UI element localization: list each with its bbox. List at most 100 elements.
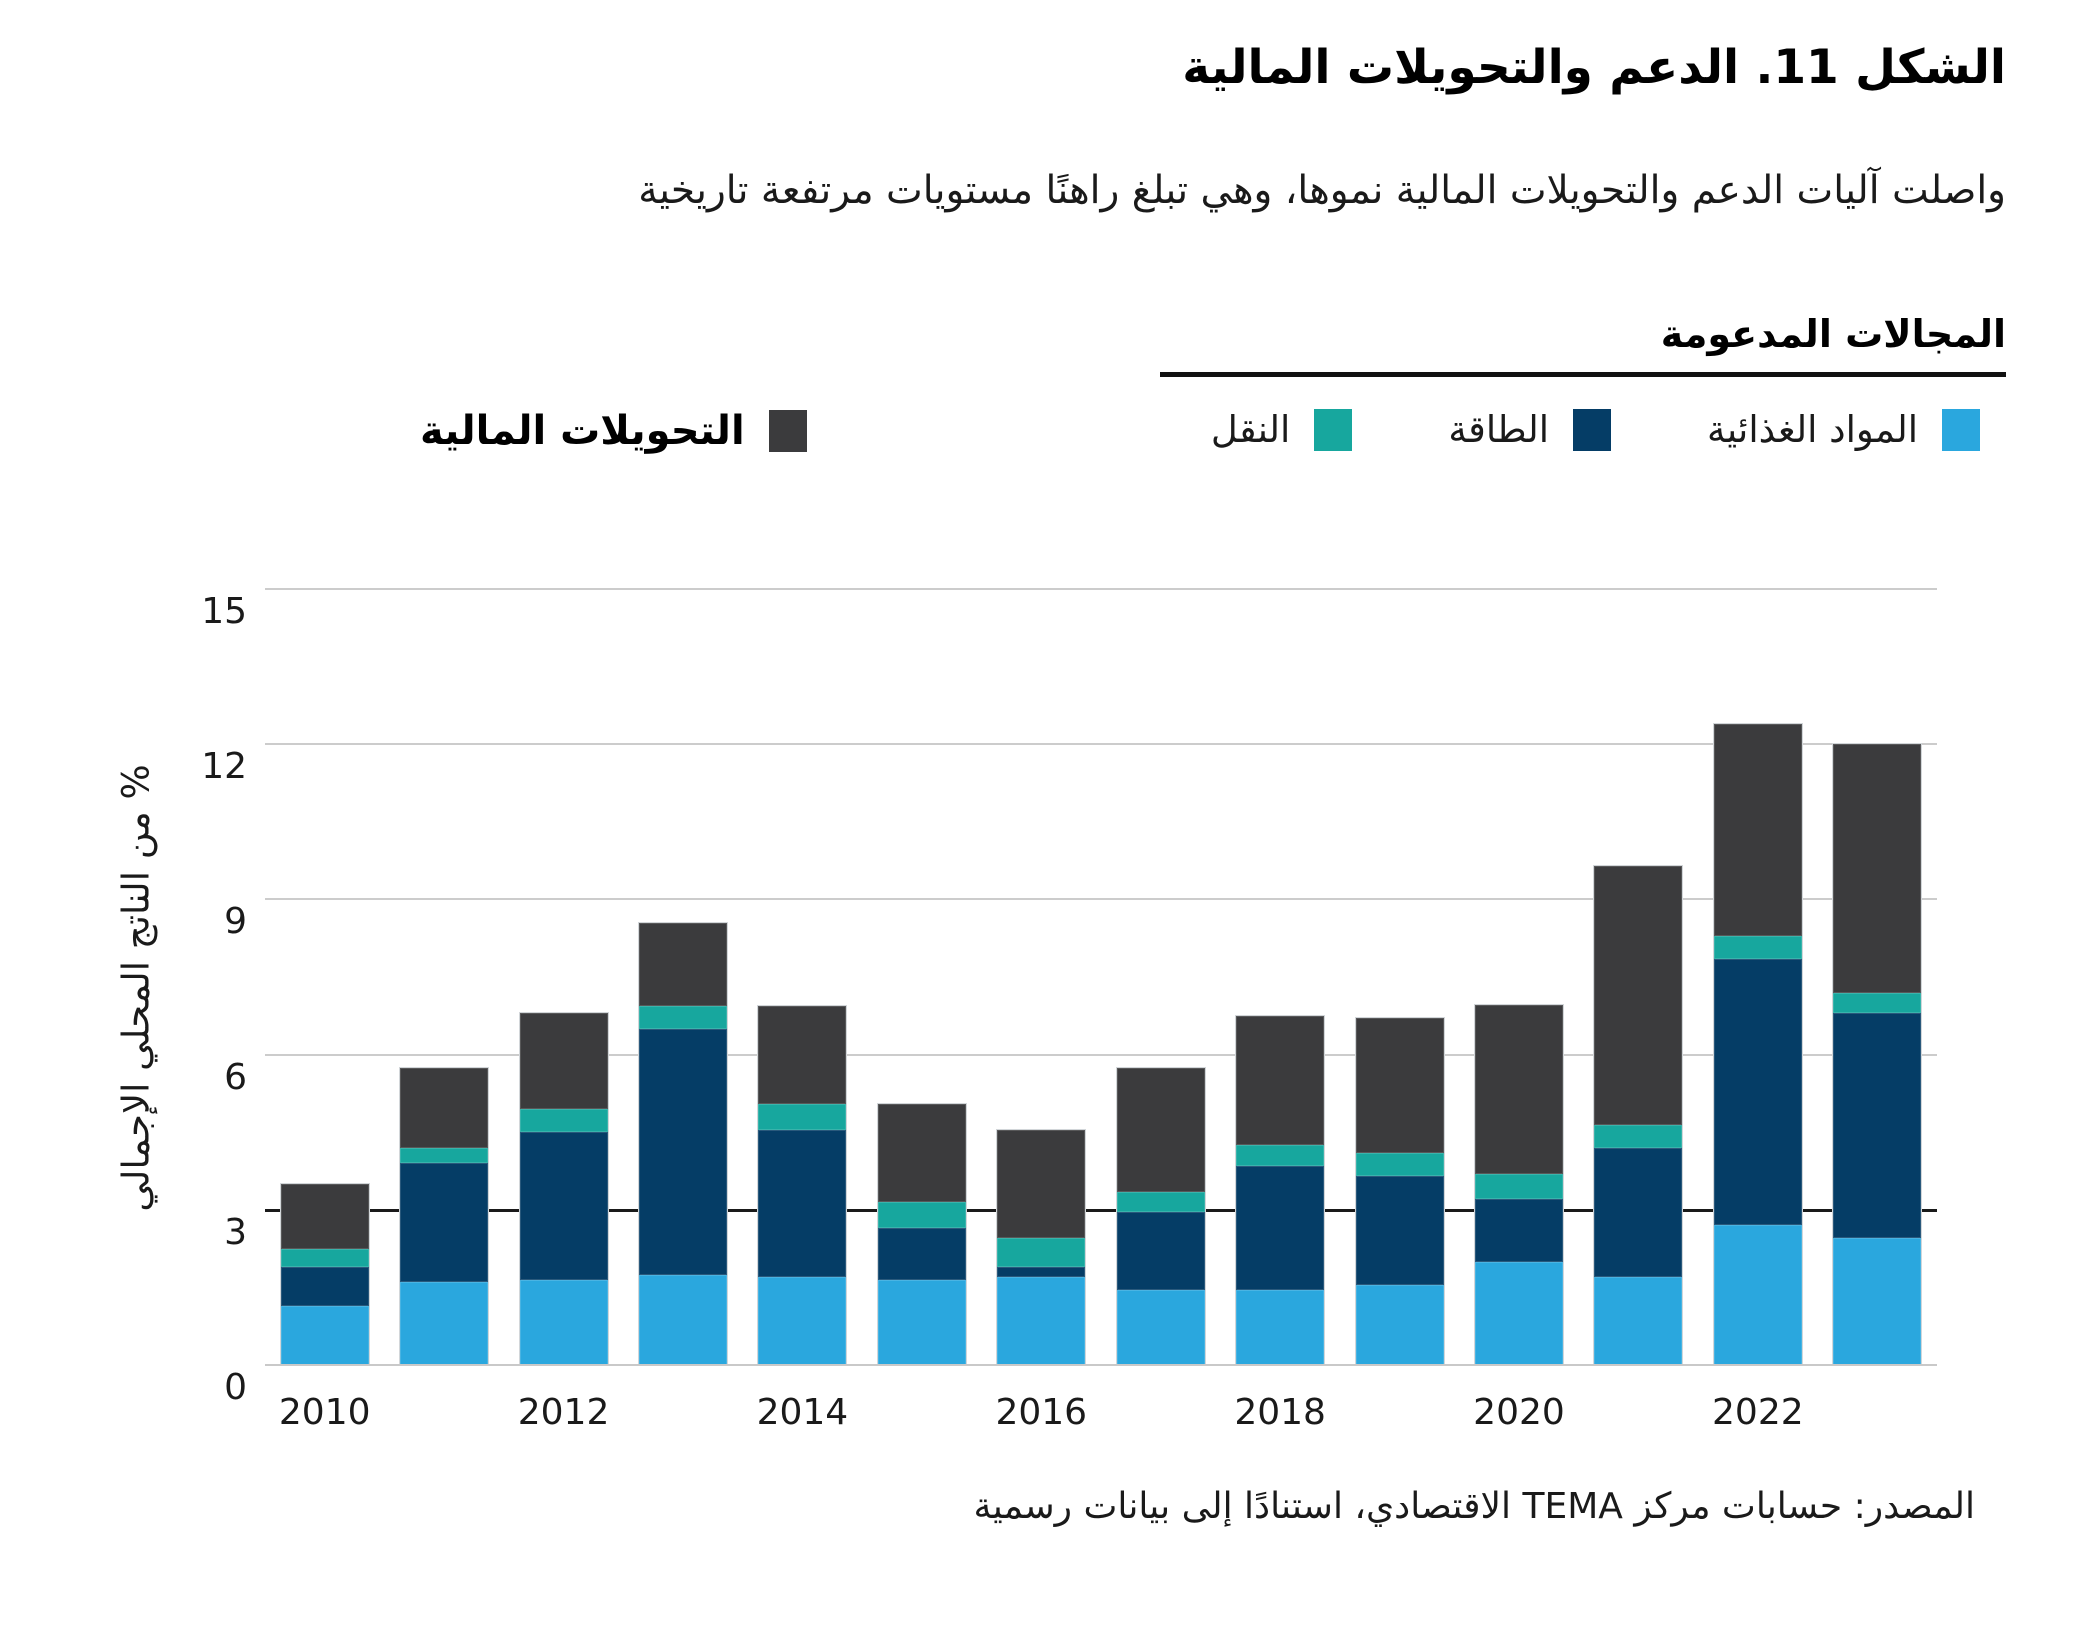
bar-segment-transfers-2014 — [758, 1005, 847, 1104]
y-tick-label-3: 3 — [224, 1211, 247, 1253]
x-tick-label-2016: 2016 — [995, 1392, 1088, 1433]
y-axis-tick-labels: 0 3 6 9 12 15 — [0, 0, 247, 1638]
x-tick-label-2010: 2010 — [278, 1392, 371, 1433]
bar-slot-2019 — [1340, 589, 1459, 1366]
gridline-15 — [265, 588, 1937, 590]
bar-segment-transfers-2012 — [519, 1013, 608, 1109]
bar-segment-transfers-2010 — [280, 1183, 369, 1249]
bar-slot-2023 — [1817, 589, 1936, 1366]
y-tick-label-15: 15 — [201, 591, 247, 632]
transfers-swatch — [768, 410, 807, 452]
bar-segment-transfers-2011 — [400, 1067, 489, 1148]
bar-segment-energy-2013 — [638, 1028, 727, 1275]
food-swatch — [1942, 408, 1980, 451]
bar-segment-transport-2016 — [997, 1238, 1086, 1267]
bar-segment-energy-2019 — [1355, 1176, 1444, 1285]
bar-segment-transport-2023 — [1833, 992, 1922, 1014]
bar-slot-2022 — [1698, 589, 1817, 1367]
legend-label-transfers: التحويلات المالية — [420, 408, 745, 454]
bar-slot-2018 — [1220, 589, 1339, 1367]
legend-item-transfers: التحويلات المالية — [420, 408, 807, 454]
bar-2015 — [876, 1102, 967, 1367]
y-tick-label-6: 6 — [224, 1056, 247, 1098]
bar-segment-transfers-2021 — [1594, 865, 1683, 1125]
bar-segment-food-2013 — [638, 1274, 727, 1365]
bar-segment-transfers-2023 — [1833, 744, 1922, 993]
gridline-6 — [265, 1053, 1937, 1056]
x-tick-label-2020: 2020 — [1473, 1392, 1565, 1433]
bar-segment-transport-2011 — [400, 1147, 489, 1164]
transport-swatch — [1314, 408, 1353, 451]
bar-2019 — [1354, 1017, 1445, 1366]
bar-segment-transport-2021 — [1594, 1124, 1683, 1148]
bar-2023 — [1832, 743, 1923, 1366]
legend-group-title: المجالات المدعومة — [1660, 312, 2006, 356]
bar-segment-energy-2017 — [1116, 1212, 1205, 1290]
x-axis-tick-labels: 2010 2012 2014 2016 2018 2020 2022 — [265, 1392, 1937, 1442]
bar-slot-2015 — [862, 589, 981, 1367]
energy-swatch — [1573, 408, 1612, 451]
bar-segment-energy-2015 — [877, 1227, 966, 1280]
legend-item-food: المواد الغذائية — [1707, 408, 1980, 451]
bar-slot-2021 — [1579, 589, 1698, 1367]
bar-segment-food-2023 — [1833, 1238, 1922, 1365]
bar-2012 — [518, 1012, 609, 1366]
bar-slot-2013 — [623, 589, 742, 1367]
legend-item-transport: النقل — [1210, 408, 1353, 451]
bar-2016 — [996, 1128, 1087, 1367]
bar-segment-food-2011 — [400, 1282, 489, 1365]
legend-label-energy: الطاقة — [1448, 408, 1550, 451]
bar-segment-energy-2016 — [997, 1266, 1086, 1278]
x-tick-label-2014: 2014 — [756, 1392, 849, 1433]
bar-segment-transport-2010 — [280, 1248, 369, 1267]
bar-segment-energy-2014 — [758, 1129, 847, 1278]
bar-2022 — [1712, 722, 1803, 1367]
bar-segment-food-2018 — [1236, 1290, 1325, 1365]
x-tick-label-2022: 2022 — [1712, 1392, 1804, 1433]
bar-segment-food-2015 — [877, 1279, 966, 1365]
x-axis-line — [265, 1364, 1937, 1366]
legend-label-food: المواد الغذائية — [1707, 408, 1918, 451]
bar-segment-food-2010 — [280, 1305, 369, 1365]
bar-slot-2011 — [384, 589, 503, 1367]
bar-segment-transport-2019 — [1355, 1152, 1444, 1177]
bar-segment-energy-2022 — [1713, 958, 1802, 1226]
bar-2014 — [757, 1004, 848, 1367]
legend-divider-rule — [1160, 372, 2006, 377]
bars-container — [265, 589, 1937, 1367]
bar-slot-2014 — [743, 589, 862, 1367]
bar-segment-food-2017 — [1116, 1290, 1205, 1365]
bar-segment-transfers-2020 — [1474, 1005, 1563, 1174]
bar-segment-transfers-2015 — [877, 1103, 966, 1203]
bar-segment-energy-2018 — [1236, 1165, 1325, 1290]
bar-segment-transfers-2022 — [1713, 723, 1802, 936]
bar-slot-2017 — [1101, 589, 1220, 1367]
figure-subtitle: واصلت آليات الدعم والتحويلات المالية نمو… — [638, 168, 2006, 213]
bar-segment-energy-2010 — [280, 1266, 369, 1306]
bar-2020 — [1473, 1004, 1564, 1366]
bar-segment-transport-2012 — [519, 1108, 608, 1133]
gridline-3 — [265, 1208, 1937, 1212]
x-tick-label-2012: 2012 — [517, 1392, 610, 1433]
bar-segment-energy-2011 — [400, 1163, 489, 1283]
bar-segment-food-2016 — [997, 1277, 1086, 1365]
bar-slot-2020 — [1459, 589, 1578, 1366]
plot-area — [265, 588, 1937, 1367]
bar-segment-transfers-2016 — [997, 1129, 1086, 1239]
legend-label-transport: النقل — [1210, 408, 1291, 451]
bar-slot-2012 — [504, 589, 623, 1366]
bar-segment-energy-2012 — [519, 1132, 608, 1280]
bar-2013 — [637, 921, 728, 1367]
bar-2021 — [1593, 864, 1684, 1367]
bar-segment-transport-2014 — [758, 1103, 847, 1130]
source-note: المصدر: حسابات مركز TEMA الاقتصادي، استن… — [973, 1486, 1975, 1527]
bar-segment-transport-2017 — [1116, 1191, 1205, 1213]
bar-2018 — [1235, 1014, 1326, 1367]
bar-segment-energy-2021 — [1594, 1147, 1683, 1278]
bar-segment-food-2020 — [1474, 1261, 1563, 1365]
legend-item-energy: الطاقة — [1448, 408, 1612, 451]
gridline-12 — [265, 743, 1937, 746]
bar-segment-energy-2023 — [1833, 1013, 1922, 1239]
bar-segment-transport-2020 — [1474, 1173, 1563, 1200]
bar-2011 — [399, 1066, 490, 1367]
